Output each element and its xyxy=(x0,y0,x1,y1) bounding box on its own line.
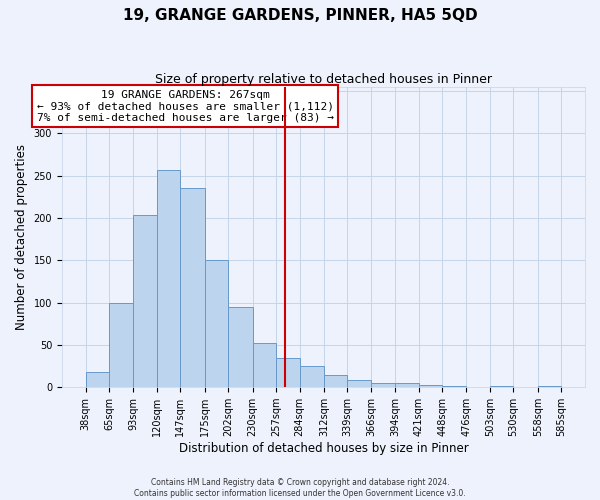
Title: Size of property relative to detached houses in Pinner: Size of property relative to detached ho… xyxy=(155,72,492,86)
Text: Contains HM Land Registry data © Crown copyright and database right 2024.
Contai: Contains HM Land Registry data © Crown c… xyxy=(134,478,466,498)
Text: 19, GRANGE GARDENS, PINNER, HA5 5QD: 19, GRANGE GARDENS, PINNER, HA5 5QD xyxy=(122,8,478,22)
Bar xyxy=(347,380,371,387)
Bar xyxy=(276,358,299,387)
Text: 19 GRANGE GARDENS: 267sqm
← 93% of detached houses are smaller (1,112)
7% of sem: 19 GRANGE GARDENS: 267sqm ← 93% of detac… xyxy=(37,90,334,123)
X-axis label: Distribution of detached houses by size in Pinner: Distribution of detached houses by size … xyxy=(179,442,469,455)
Bar xyxy=(442,386,466,387)
Bar xyxy=(419,384,442,387)
Bar xyxy=(109,302,133,387)
Bar xyxy=(157,170,181,387)
Bar xyxy=(181,188,205,387)
Bar xyxy=(133,214,157,387)
Bar xyxy=(299,366,324,387)
Bar xyxy=(371,383,395,387)
Y-axis label: Number of detached properties: Number of detached properties xyxy=(15,144,28,330)
Bar xyxy=(538,386,561,387)
Bar xyxy=(324,376,347,387)
Bar xyxy=(228,307,253,387)
Bar xyxy=(490,386,514,387)
Bar xyxy=(253,343,276,387)
Bar xyxy=(395,383,419,387)
Bar xyxy=(205,260,228,387)
Bar xyxy=(86,372,109,387)
